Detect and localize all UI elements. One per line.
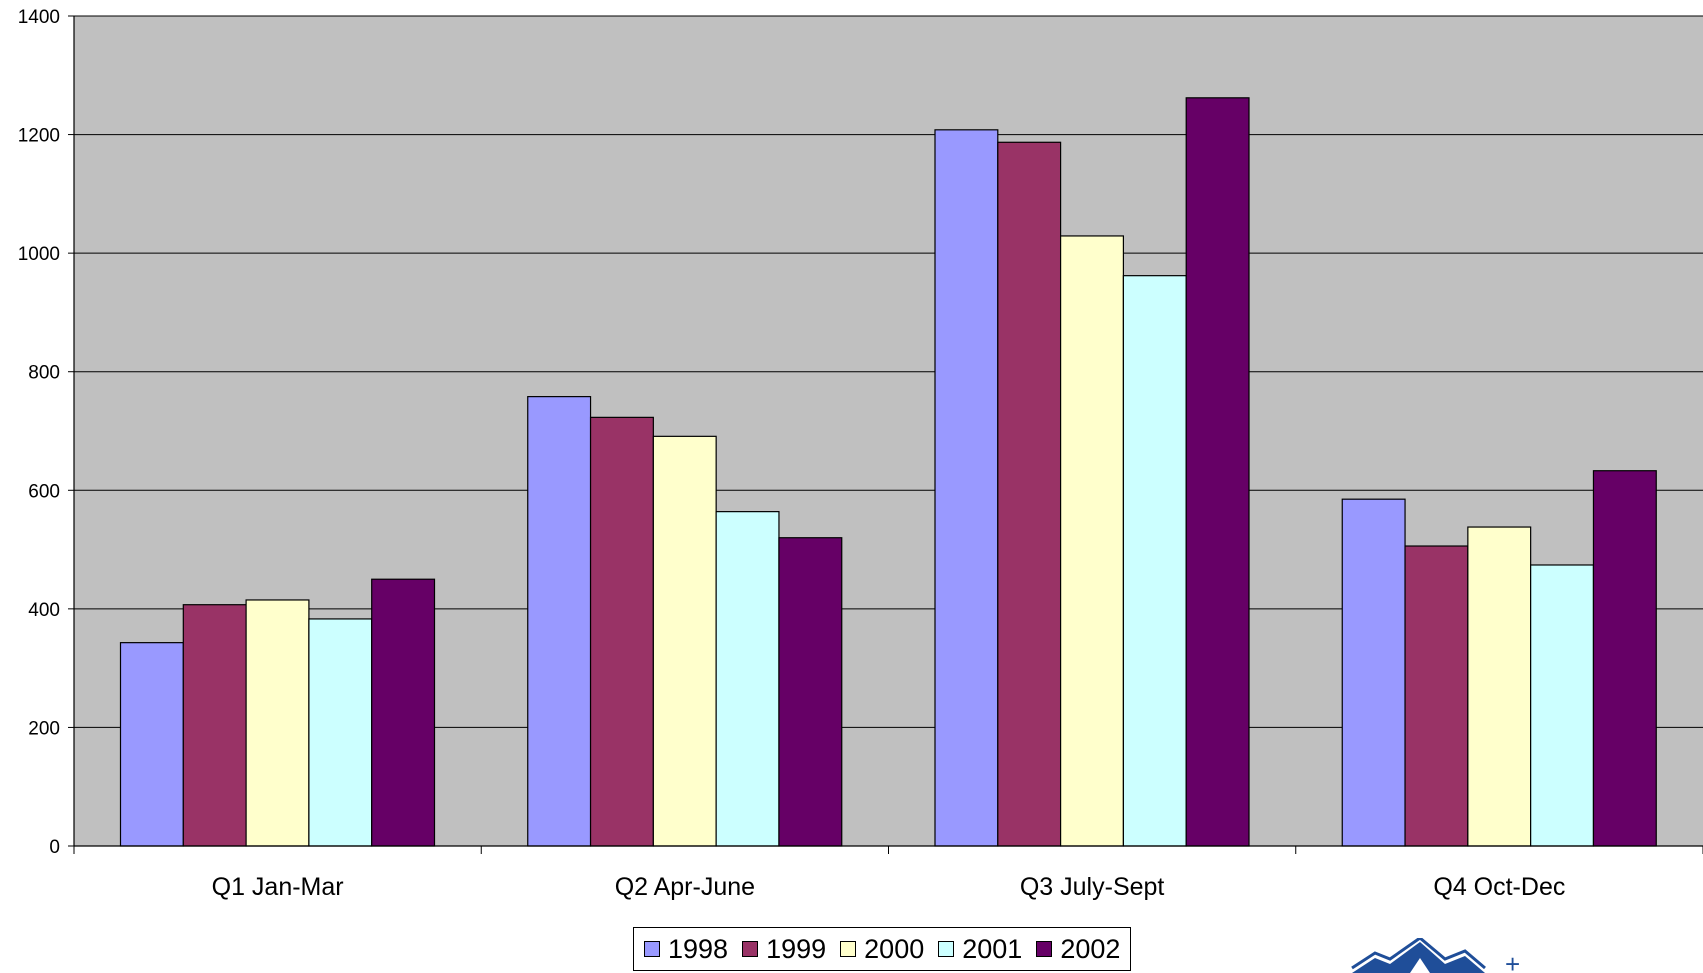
y-tick-labels: 0 200 400 600 800 1000 1200 1400: [18, 7, 74, 858]
category-label: Q4 Oct-Dec: [1433, 873, 1565, 901]
bar-2001-2: [715, 511, 780, 847]
legend: 1998 1999 2000 2001 2002: [633, 927, 1132, 971]
legend-label: 2000: [864, 933, 925, 964]
legend-item-1999: 1999: [742, 934, 826, 965]
bar-2001-4: [1530, 564, 1595, 847]
y-tick-label: 1400: [18, 7, 60, 28]
bar-1998-1: [119, 642, 184, 847]
y-tick-label: 800: [28, 363, 60, 384]
legend-swatch: [1036, 941, 1053, 957]
legend-item-1998: 1998: [644, 934, 728, 965]
legend-label: 2001: [962, 933, 1023, 964]
legend-label: 1999: [766, 933, 827, 964]
legend-label: 2002: [1060, 933, 1121, 964]
category-label: Q1 Jan-Mar: [212, 873, 344, 901]
y-tick-label: 200: [28, 718, 60, 739]
legend-swatch: [840, 941, 857, 957]
bar-1999-3: [997, 141, 1062, 847]
bar-1998-2: [527, 396, 592, 847]
logo-mountain-icon: +: [1351, 938, 1520, 973]
legend-swatch: [742, 941, 759, 957]
legend-label: 1998: [668, 933, 729, 964]
legend-swatch: [644, 941, 660, 957]
bar-1999-4: [1404, 545, 1469, 847]
bar-1999-2: [589, 416, 654, 847]
y-tick-label: 400: [28, 600, 60, 621]
category-label: Q3 July-Sept: [1020, 873, 1165, 901]
category-label: Q2 Apr-June: [615, 873, 755, 901]
svg-text:+: +: [1505, 949, 1520, 973]
legend-swatch: [938, 941, 955, 957]
legend-item-2001: 2001: [938, 934, 1022, 965]
category-labels: Q1 Jan-Mar Q2 Apr-June Q3 July-Sept Q4 Oct-…: [212, 873, 1566, 901]
bar-2000-1: [245, 599, 310, 847]
legend-item-2002: 2002: [1036, 934, 1120, 965]
bar-2000-4: [1467, 526, 1532, 847]
bar-2002-1: [371, 578, 436, 847]
bar-2001-1: [308, 618, 373, 847]
axes: [73, 16, 1703, 854]
y-tick-label: 600: [28, 481, 60, 502]
bar-2002-3: [1185, 97, 1250, 847]
bar-1998-3: [934, 129, 999, 847]
bar-2002-2: [778, 537, 843, 847]
bar-1999-1: [182, 604, 247, 847]
y-tick-label: 1200: [18, 126, 60, 147]
bar-2000-3: [1059, 235, 1124, 847]
y-tick-label: 0: [49, 837, 60, 858]
y-tick-label: 1000: [18, 244, 60, 265]
bar-2001-3: [1122, 275, 1187, 847]
bar-1998-4: [1341, 498, 1406, 847]
bar-2002-4: [1592, 470, 1657, 847]
bar-2000-2: [652, 435, 717, 847]
legend-item-2000: 2000: [840, 934, 924, 965]
